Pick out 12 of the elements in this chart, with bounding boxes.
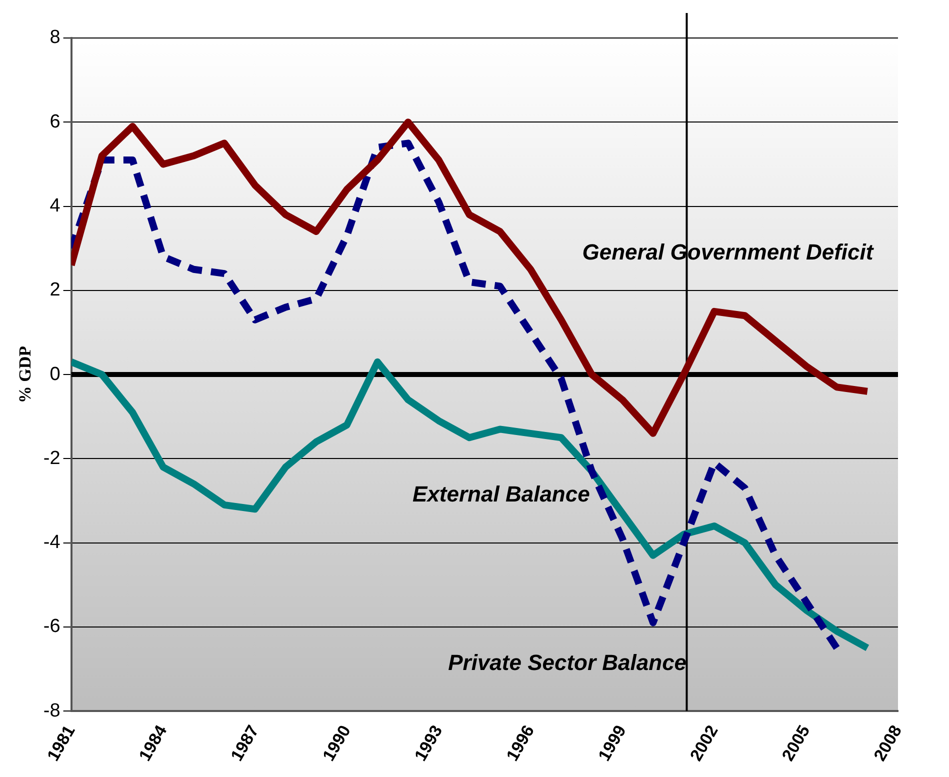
y-axis-title: % GDP: [16, 346, 35, 404]
y-tick-label: 2: [50, 280, 60, 301]
y-tick-label: -4: [43, 532, 61, 554]
y-tick-label: 4: [50, 195, 61, 216]
series-label: Private Sector Balance: [448, 650, 687, 675]
series-label: External Balance: [412, 482, 590, 507]
y-tick-label: 6: [50, 111, 60, 132]
y-tick-label: -6: [43, 616, 60, 638]
y-tick-label: -8: [43, 700, 60, 722]
y-tick-label: 8: [50, 27, 60, 48]
y-tick-label: 0: [50, 364, 60, 385]
y-tick-label: -2: [43, 448, 60, 469]
